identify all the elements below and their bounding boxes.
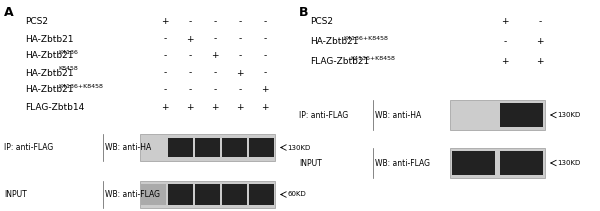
Text: +: +: [261, 103, 269, 111]
Text: -: -: [214, 69, 217, 77]
Bar: [452, 151, 495, 175]
Text: K4136+K8458: K4136+K8458: [343, 35, 388, 41]
Text: -: -: [263, 69, 266, 77]
Text: IP: anti-FLAG: IP: anti-FLAG: [299, 111, 348, 119]
Text: -: -: [503, 38, 506, 46]
Text: 130KD: 130KD: [557, 112, 580, 118]
Text: -: -: [263, 35, 266, 43]
Text: +: +: [501, 18, 509, 27]
Bar: [450, 100, 545, 130]
Text: FLAG-Zbtb21: FLAG-Zbtb21: [310, 58, 369, 66]
Text: B: B: [299, 6, 308, 19]
Bar: [169, 138, 193, 157]
Bar: [169, 184, 193, 205]
Text: INPUT: INPUT: [299, 158, 322, 168]
Text: -: -: [188, 85, 191, 95]
Text: -: -: [163, 85, 167, 95]
Text: -: -: [163, 35, 167, 43]
Text: -: -: [163, 69, 167, 77]
Text: -: -: [238, 18, 242, 27]
Bar: [250, 184, 274, 205]
Bar: [142, 184, 166, 205]
Text: 130KD: 130KD: [557, 160, 580, 166]
Text: IP: anti-FLAG: IP: anti-FLAG: [4, 143, 53, 152]
Text: -: -: [188, 18, 191, 27]
Text: -: -: [188, 51, 191, 61]
Text: INPUT: INPUT: [4, 190, 27, 199]
Text: K8458: K8458: [58, 66, 78, 72]
Bar: [196, 184, 220, 205]
Text: -: -: [188, 69, 191, 77]
Text: FLAG-Zbtb14: FLAG-Zbtb14: [25, 103, 84, 111]
Text: -: -: [238, 35, 242, 43]
Text: +: +: [236, 103, 244, 111]
Text: +: +: [161, 103, 169, 111]
Text: K4136+K8458: K4136+K8458: [350, 55, 395, 61]
Text: +: +: [186, 103, 194, 111]
Text: +: +: [186, 35, 194, 43]
Text: -: -: [263, 51, 266, 61]
Text: +: +: [261, 85, 269, 95]
Text: A: A: [4, 6, 14, 19]
Bar: [140, 181, 275, 208]
Text: -: -: [163, 51, 167, 61]
Text: 130KD: 130KD: [287, 145, 310, 150]
Bar: [250, 138, 274, 157]
Bar: [450, 148, 545, 178]
Text: -: -: [214, 85, 217, 95]
Text: -: -: [238, 51, 242, 61]
Text: +: +: [211, 51, 219, 61]
Text: WB: anti-HA: WB: anti-HA: [375, 111, 421, 119]
Text: +: +: [161, 18, 169, 27]
Text: HA-Zbtb21: HA-Zbtb21: [25, 51, 74, 61]
Text: +: +: [536, 58, 544, 66]
Text: PCS2: PCS2: [25, 18, 48, 27]
Text: WB: anti-HA: WB: anti-HA: [105, 143, 151, 152]
Bar: [223, 138, 247, 157]
Text: +: +: [536, 38, 544, 46]
Text: HA-Zbtb21: HA-Zbtb21: [25, 85, 74, 95]
Bar: [223, 184, 247, 205]
Text: WB: anti-FLAG: WB: anti-FLAG: [105, 190, 160, 199]
Bar: [500, 103, 542, 127]
Text: HA-Zbtb21: HA-Zbtb21: [310, 38, 359, 46]
Text: PCS2: PCS2: [310, 18, 333, 27]
Text: +: +: [236, 69, 244, 77]
Text: +: +: [501, 58, 509, 66]
Text: HA-Zbtb21: HA-Zbtb21: [25, 35, 74, 43]
Text: -: -: [214, 35, 217, 43]
Text: WB: anti-FLAG: WB: anti-FLAG: [375, 158, 430, 168]
Text: K4136: K4136: [58, 50, 78, 54]
Bar: [500, 151, 542, 175]
Text: -: -: [214, 18, 217, 27]
Text: +: +: [211, 103, 219, 111]
Text: 60KD: 60KD: [287, 192, 306, 197]
Text: -: -: [263, 18, 266, 27]
Text: -: -: [538, 18, 542, 27]
Bar: [140, 134, 275, 161]
Bar: [196, 138, 220, 157]
Text: -: -: [238, 85, 242, 95]
Text: K4136+K8458: K4136+K8458: [58, 84, 103, 88]
Text: HA-Zbtb21: HA-Zbtb21: [25, 69, 74, 77]
